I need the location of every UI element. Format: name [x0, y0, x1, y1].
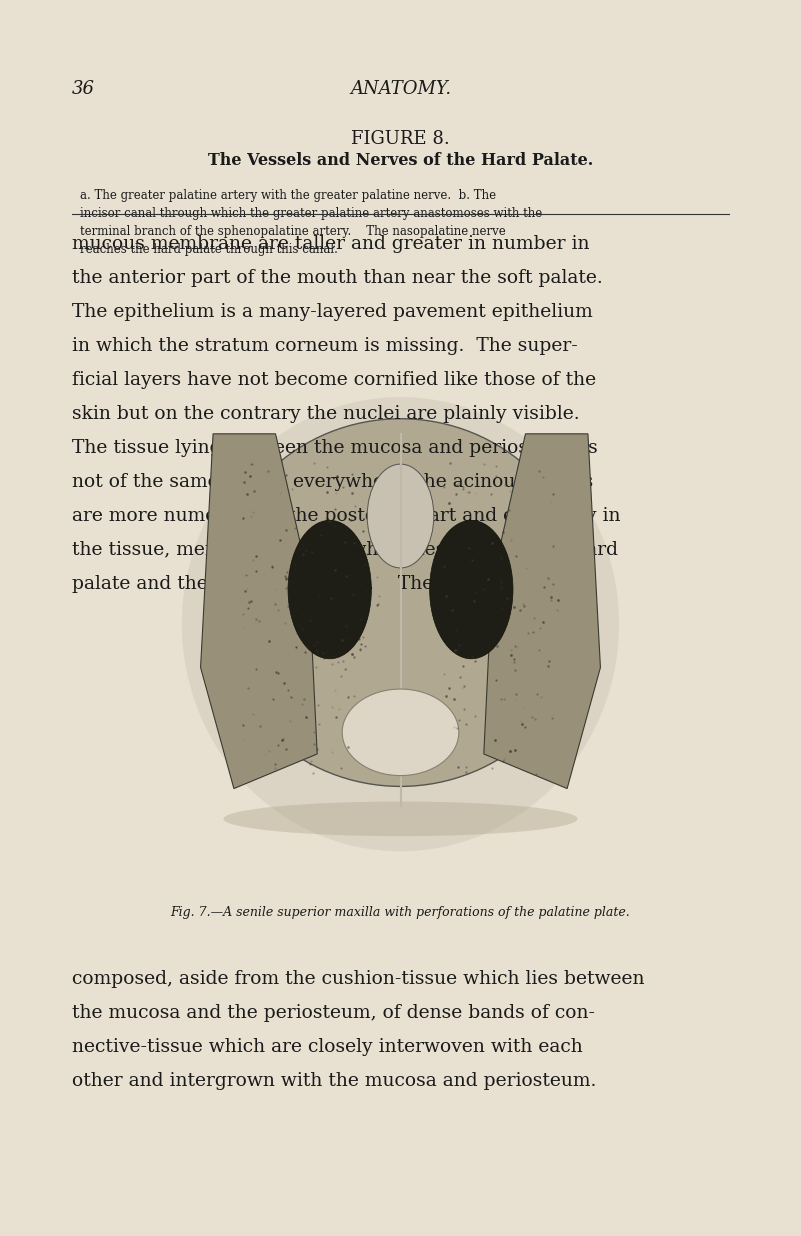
Ellipse shape [342, 690, 459, 776]
Ellipse shape [213, 419, 588, 786]
Polygon shape [484, 434, 601, 789]
Text: mucous membrane are taller and greater in number in: mucous membrane are taller and greater i… [72, 235, 590, 253]
Text: skin but on the contrary the nuclei are plainly visible.: skin but on the contrary the nuclei are … [72, 404, 580, 423]
Text: not of the same nature everywhere; the acinous glands: not of the same nature everywhere; the a… [72, 472, 594, 491]
Text: the mucosa and the periosteum, of dense bands of con-: the mucosa and the periosteum, of dense … [72, 1004, 595, 1022]
Text: a. The greater palatine artery with the greater palatine nerve.  b. The: a. The greater palatine artery with the … [80, 189, 497, 203]
Text: other and intergrown with the mucosa and periosteum.: other and intergrown with the mucosa and… [72, 1072, 597, 1090]
Polygon shape [200, 434, 317, 789]
Text: palate and the alveolar process.    The palatine arch is: palate and the alveolar process. The pal… [72, 575, 586, 593]
Text: nective-tissue which are closely interwoven with each: nective-tissue which are closely interwo… [72, 1038, 583, 1057]
Text: The tissue lying between the mucosa and periosteum is: The tissue lying between the mucosa and … [72, 439, 598, 457]
Ellipse shape [367, 464, 434, 569]
Text: the tissue, mentioned above, which lies between the hard: the tissue, mentioned above, which lies … [72, 540, 618, 559]
Ellipse shape [429, 520, 513, 659]
Text: in which the stratum corneum is missing.  The super-: in which the stratum corneum is missing.… [72, 336, 578, 355]
Text: reaches the hard palate through this canal.: reaches the hard palate through this can… [80, 242, 338, 256]
Text: The Vessels and Nerves of the Hard Palate.: The Vessels and Nerves of the Hard Palat… [208, 152, 593, 169]
Text: the anterior part of the mouth than near the soft palate.: the anterior part of the mouth than near… [72, 268, 603, 287]
Ellipse shape [182, 397, 619, 852]
Text: are more numerous in the posterior part and especially in: are more numerous in the posterior part … [72, 507, 621, 525]
Text: Fig. 7.—A senile superior maxilla with perforations of the palatine plate.: Fig. 7.—A senile superior maxilla with p… [171, 906, 630, 920]
Text: The epithelium is a many-layered pavement epithelium: The epithelium is a many-layered pavemen… [72, 303, 593, 321]
Text: FIGURE 8.: FIGURE 8. [351, 130, 450, 148]
Text: 36: 36 [72, 80, 95, 99]
Ellipse shape [223, 801, 578, 836]
Text: composed, aside from the cushion-tissue which lies between: composed, aside from the cushion-tissue … [72, 970, 645, 989]
Text: terminal branch of the sphenopalatine artery.    The nasopalatine nerve: terminal branch of the sphenopalatine ar… [80, 225, 506, 239]
Ellipse shape [288, 520, 372, 659]
Text: incisor canal through which the greater palatine artery anastomoses with the: incisor canal through which the greater … [80, 206, 542, 220]
Text: ANATOMY.: ANATOMY. [350, 80, 451, 99]
Text: ficial layers have not become cornified like those of the: ficial layers have not become cornified … [72, 371, 596, 389]
